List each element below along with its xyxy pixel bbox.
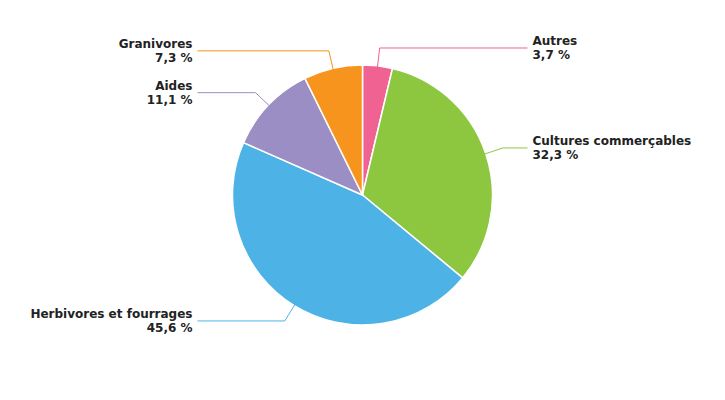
- slice-label: Autres3,7 %: [533, 34, 578, 62]
- value-label: 32,3 %: [533, 148, 579, 162]
- category-label: Cultures commerçables: [533, 134, 692, 148]
- category-label: Aides: [155, 79, 192, 93]
- labels: Autres3,7 % Cultures commerçables32,3 % He…: [30, 34, 691, 335]
- leader-line: [198, 93, 278, 114]
- category-label: Herbivores et fourrages: [30, 307, 192, 321]
- value-label: 11,1 %: [147, 93, 193, 107]
- leader-line: [376, 48, 527, 79]
- slice-label: Cultures commerçables32,3 %: [533, 134, 692, 162]
- slice-label: Granivores7,3 %: [119, 37, 193, 65]
- chart: Autres3,7 % Cultures commerçables32,3 % He…: [0, 0, 725, 400]
- leader-line: [473, 148, 527, 158]
- slice: [305, 65, 363, 195]
- slice-label: Herbivores et fourrages45,6 %: [30, 307, 192, 335]
- value-label: 3,7 %: [533, 48, 570, 62]
- value-label: 7,3 %: [155, 51, 192, 65]
- value-label: 45,6 %: [147, 321, 193, 335]
- leader-line: [198, 51, 336, 81]
- slices: [232, 65, 492, 325]
- category-label: Autres: [533, 34, 578, 48]
- leader-line: [198, 295, 302, 321]
- category-label: Granivores: [119, 37, 193, 51]
- slice-label: Aides11,1 %: [147, 79, 193, 107]
